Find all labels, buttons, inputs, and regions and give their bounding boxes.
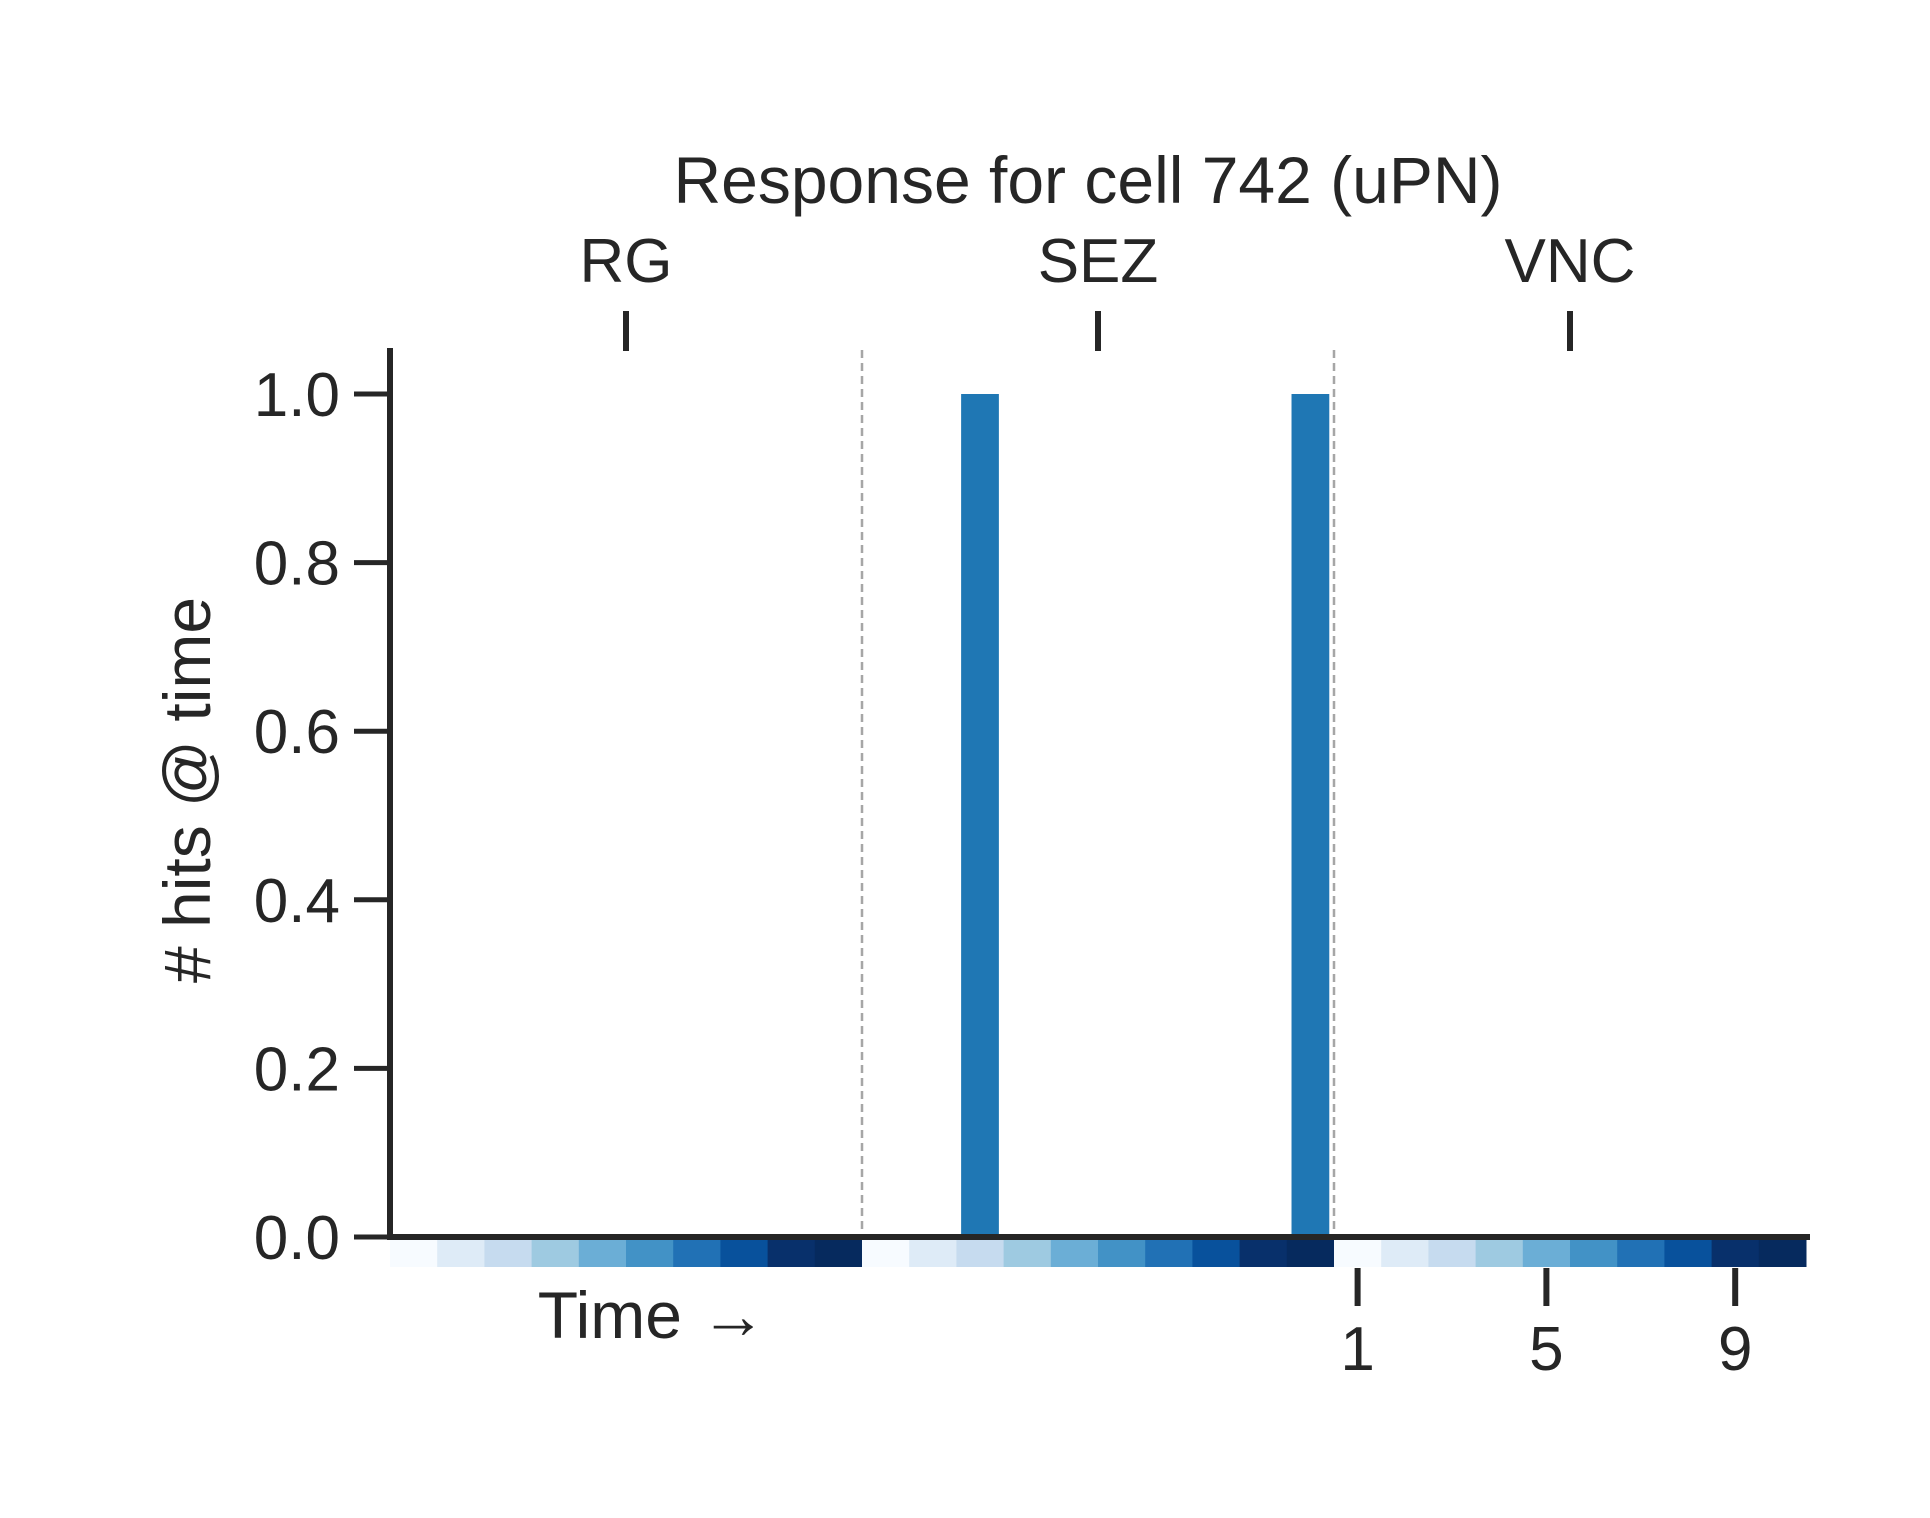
step-tick-label: 9 [1718,1315,1752,1384]
time-cell [1758,1240,1807,1267]
time-cell [531,1240,580,1267]
y-tick-label: 0.0 [254,1204,340,1273]
time-cell [1098,1240,1146,1267]
time-cell [862,1240,910,1267]
time-cell [1145,1240,1193,1267]
time-cell [1050,1240,1099,1267]
time-cell [1003,1240,1052,1267]
y-tick-label: 1.0 [254,361,340,430]
time-cell [673,1240,721,1267]
time-cell [437,1240,485,1267]
time-cell [956,1240,1005,1267]
y-tick-label: 0.4 [254,867,340,936]
time-cell [578,1240,627,1267]
time-cell [1522,1240,1571,1267]
bar [1291,394,1330,1237]
group-label-vnc: VNC [1505,227,1636,296]
time-cell [909,1240,957,1267]
time-cell [484,1240,533,1267]
bar [961,394,999,1237]
time-cell [1711,1240,1760,1267]
time-cell [1334,1240,1382,1267]
step-tick-label: 5 [1529,1315,1563,1384]
time-cell [1286,1240,1335,1267]
group-label-rg: RG [580,227,673,296]
time-cell [1475,1240,1524,1267]
time-cell [390,1240,438,1267]
time-cell [767,1240,816,1267]
y-axis-label: # hits @ time [150,597,224,983]
y-tick-label: 0.6 [254,698,340,767]
time-cell [1428,1240,1477,1267]
time-cell [814,1240,863,1267]
y-tick-label: 0.2 [254,1035,340,1104]
time-cell [1617,1240,1665,1267]
time-cell [1192,1240,1241,1267]
time-cell [1239,1240,1288,1267]
x-axis-label: Time → [538,1278,767,1352]
time-cell [626,1240,674,1267]
time-cell [1570,1240,1618,1267]
y-tick-label: 0.8 [254,530,340,599]
time-cell [1664,1240,1713,1267]
time-cell [1381,1240,1429,1267]
chart-title: Response for cell 742 (uPN) [673,143,1502,217]
step-tick-label: 1 [1340,1315,1374,1384]
group-label-sez: SEZ [1038,227,1159,296]
time-cell [720,1240,769,1267]
